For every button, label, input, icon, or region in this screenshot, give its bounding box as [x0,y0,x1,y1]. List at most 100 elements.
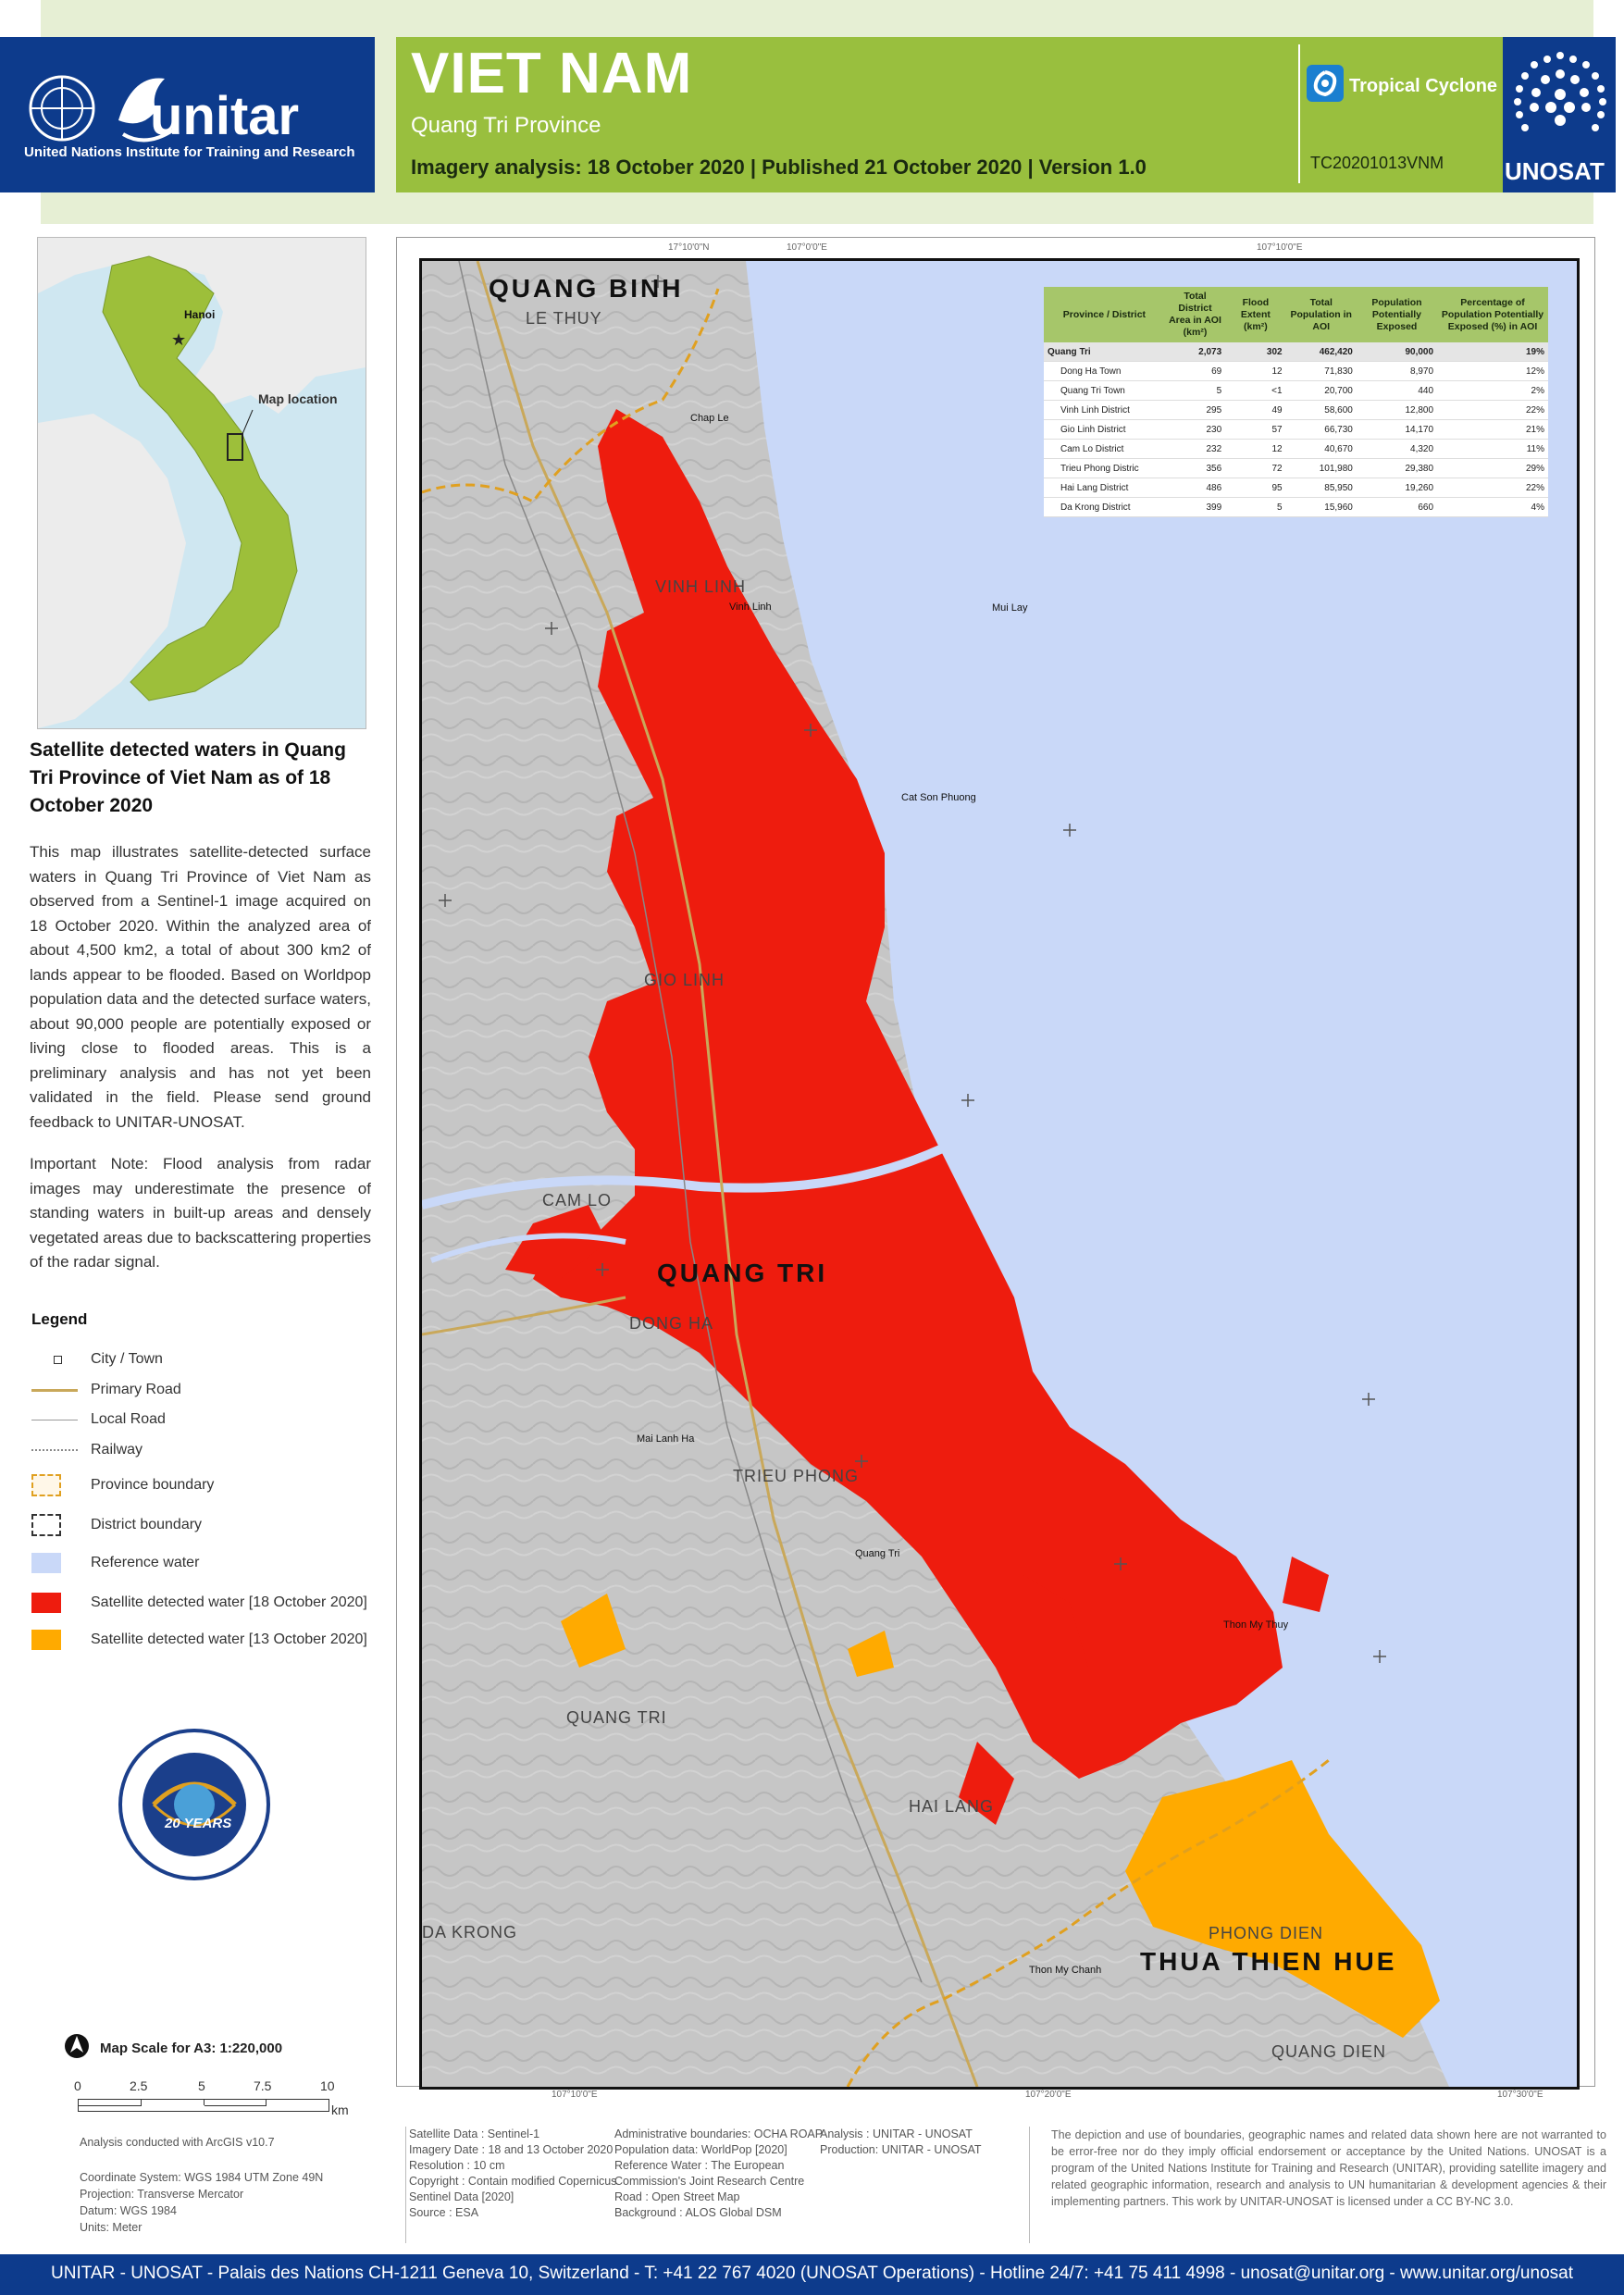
unitar-full-name: United Nations Institute for Training an… [24,144,355,160]
legend-item-province-boundary: Province boundary [31,1471,383,1499]
scale-label-2-5: 2.5 [130,2078,148,2093]
label-thua-thien-hue: THUA THIEN HUE [1140,1947,1397,1976]
table-cell: 11% [1437,439,1548,459]
tick-bottom-2: 107°30'0"E [1497,2090,1543,2100]
legend-item-water-18oct: Satellite detected water [18 October 202… [31,1589,383,1617]
inset-map-graphic [38,238,366,728]
table-row: Cam Lo District 232 12 40,670 4,320 11% [1044,439,1548,459]
legend-item-railway: Railway [31,1436,383,1464]
table-cell: 29,380 [1356,458,1438,478]
table-cell: 49 [1225,400,1286,420]
table-cell: 69 [1164,361,1226,381]
flood-13oct-areas [561,1594,1440,2038]
table-row: Quang Tri Town 5 <1 20,700 440 2% [1044,380,1548,401]
scale-unit: km [331,2103,349,2117]
town-mui-lay: Mui Lay [992,602,1028,614]
table-row: Da Krong District 399 5 15,960 660 4% [1044,497,1548,517]
table-cell: 20,700 [1285,380,1357,401]
scale-label-5: 5 [198,2078,205,2093]
tick-bottom-0: 107°10'0"E [552,2090,598,2100]
table-cell: 486 [1164,478,1226,498]
table-cell: 399 [1164,497,1226,517]
table-cell: 14,170 [1356,419,1438,440]
table-cell: 71,830 [1285,361,1357,381]
label-le-thuy: LE THUY [526,309,602,328]
source-line: Sentinel Data [2020] [409,2190,514,2203]
capital-label: Hanoi [184,308,216,321]
table-header: Population Potentially Exposed [1356,287,1438,342]
legend-item-district-boundary: District boundary [31,1511,383,1539]
capital-star-icon: ★ [171,330,187,349]
table-cell: 2,073 [1164,342,1226,362]
legend-label: Primary Road [91,1382,181,1397]
table-cell: 660 [1356,497,1438,517]
label-da-krong: DA KRONG [422,1923,518,1941]
town-cat-son-phuong: Cat Son Phuong [901,792,976,803]
unitar-logo-text: unitar [150,86,300,146]
table-cell: 4,320 [1356,439,1438,459]
table-cell: Gio Linh District [1044,419,1165,440]
legend-item-city: City / Town [31,1346,383,1373]
table-row: Dong Ha Town 69 12 71,830 8,970 12% [1044,361,1548,381]
primary-road [476,261,979,2087]
table-cell: Da Krong District [1044,497,1165,517]
label-quang-tri-province: QUANG TRI [657,1259,828,1287]
table-cell: 295 [1164,400,1226,420]
table-cell: 230 [1164,419,1226,440]
legend-title: Legend [31,1310,88,1328]
legend-item-water-13oct: Satellite detected water [13 October 202… [31,1626,383,1654]
tick-top-2: 107°10'0"E [1257,242,1303,253]
table-cell: 22% [1437,400,1548,420]
source-line: Road : Open Street Map [614,2190,740,2203]
table-cell: Quang Tri Town [1044,380,1165,401]
unitar-dove-icon [118,78,176,143]
town-chap-le: Chap Le [690,413,729,424]
title-panel [396,37,1301,192]
table-cell: 19% [1437,342,1548,362]
table-cell: 356 [1164,458,1226,478]
table-cell: 29% [1437,458,1548,478]
label-phong-dien: PHONG DIEN [1209,1924,1324,1942]
cyclone-icon [1307,65,1344,102]
table-cell: Hai Lang District [1044,478,1165,498]
event-type: Tropical Cyclone [1349,76,1498,96]
coord-system: Coordinate System: WGS 1984 UTM Zone 49N [80,2171,324,2184]
charter-years-text: 20 YEARS [165,1816,232,1831]
event-panel [1301,37,1503,192]
legend-label: Reference water [91,1555,200,1570]
table-cell: Vinh Linh District [1044,400,1165,420]
table-row: Vinh Linh District 295 49 58,600 12,800 22% [1044,400,1548,420]
town-quang-tri: Quang Tri [855,1548,900,1559]
railway [458,261,923,1983]
table-cell: 72 [1225,458,1286,478]
table-cell: 101,980 [1285,458,1357,478]
table-header: Percentage of Population Potentially Exp… [1437,287,1548,342]
table-cell: 85,950 [1285,478,1357,498]
source-line: Administrative boundaries: OCHA ROAP [614,2128,824,2140]
label-quang-tri-district: QUANG TRI [566,1708,667,1727]
legend-label: Local Road [91,1411,166,1427]
table-cell: 2% [1437,380,1548,401]
table-cell: Dong Ha Town [1044,361,1165,381]
table-row: Gio Linh District 230 57 66,730 14,170 21% [1044,419,1548,440]
table-cell: 440 [1356,380,1438,401]
sources-divider-right [1029,2127,1030,2243]
table-cell: Quang Tri [1044,342,1165,362]
scale-bar [78,2099,329,2112]
table-cell: 95 [1225,478,1286,498]
province-boundary-north [422,288,720,503]
tick-bottom-1: 107°20'0"E [1025,2090,1072,2100]
legend-item-reference-water: Reference water [31,1549,383,1577]
table-cell: 90,000 [1356,342,1438,362]
table-cell: 15,960 [1285,497,1357,517]
disclaimer: The depiction and use of boundaries, geo… [1051,2128,1606,2208]
software-note: Analysis conducted with ArcGIS v10.7 [80,2136,275,2149]
source-line: Commission's Joint Research Centre [614,2175,805,2188]
town-mai-lanh-ha: Mai Lanh Ha [637,1433,695,1445]
source-line: Copyright : Contain modified Copernicus [409,2175,617,2188]
province-boundary-south [846,1758,1330,2087]
table-row: Trieu Phong Distric 356 72 101,980 29,380 29% [1044,458,1548,478]
legend-item-primary-road: Primary Road [31,1376,383,1404]
imagery-info: Imagery analysis: 18 October 2020 | Publ… [411,155,1147,179]
source-line: Source : ESA [409,2206,479,2219]
